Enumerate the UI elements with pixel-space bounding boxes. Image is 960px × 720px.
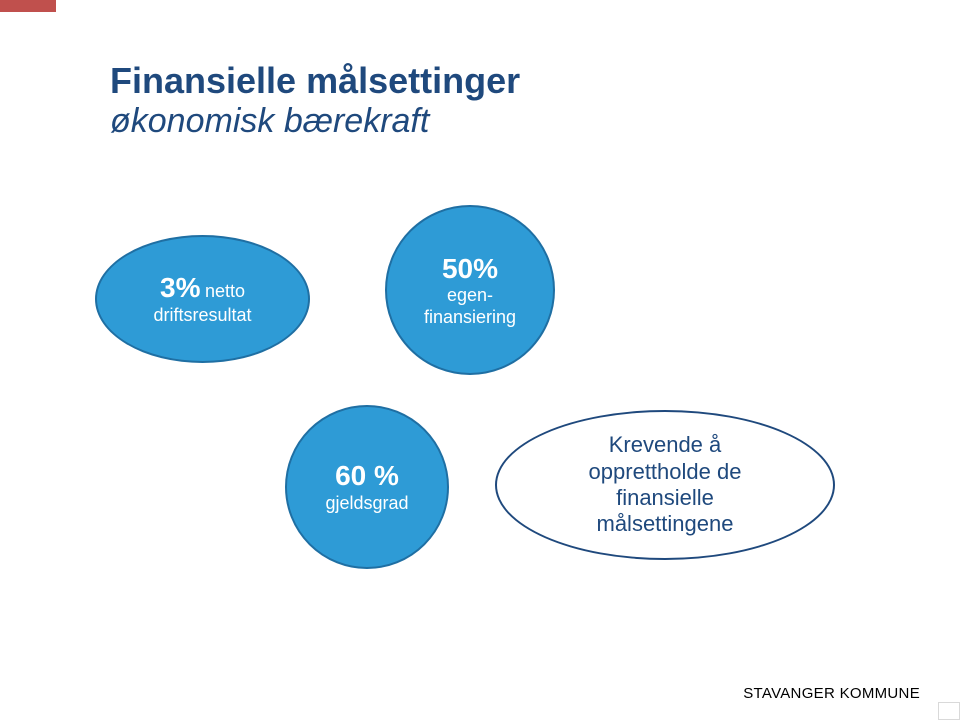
corner-decoration: [938, 702, 960, 720]
note-line-3: finansielle: [616, 485, 714, 511]
note-line-1: Krevende å: [609, 432, 722, 458]
bubble-value: 60 %: [335, 459, 399, 493]
bubble-value: 50%: [442, 252, 498, 286]
goal-bubble-gjeldsgrad: 60 % gjeldsgrad: [285, 405, 449, 569]
bubble-label-b: driftsresultat: [153, 305, 251, 327]
note-ellipse-krevende: Krevende å opprettholde de finansielle m…: [495, 410, 835, 560]
bubble-label-a: egen-: [447, 285, 493, 307]
bubble-label-a: gjeldsgrad: [325, 493, 408, 515]
note-line-4: målsettingene: [597, 511, 734, 537]
bubble-row: 3% netto: [160, 271, 245, 305]
footer-text: STAVANGER KOMMUNE: [743, 685, 920, 702]
title-line-2: økonomisk bærekraft: [110, 102, 520, 141]
slide-tab-marker: [0, 0, 56, 12]
title-line-1: Finansielle målsettinger: [110, 60, 520, 102]
title-block: Finansielle målsettinger økonomisk bærek…: [110, 60, 520, 141]
note-line-2: opprettholde de: [589, 459, 742, 485]
bubble-label-b: finansiering: [424, 307, 516, 329]
goal-bubble-netto-driftsresultat: 3% netto driftsresultat: [95, 235, 310, 363]
slide-canvas: Finansielle målsettinger økonomisk bærek…: [40, 10, 920, 700]
goal-bubble-egenfinansiering: 50% egen- finansiering: [385, 205, 555, 375]
bubble-value: 3%: [160, 272, 200, 303]
bubble-label-a: netto: [205, 281, 245, 301]
